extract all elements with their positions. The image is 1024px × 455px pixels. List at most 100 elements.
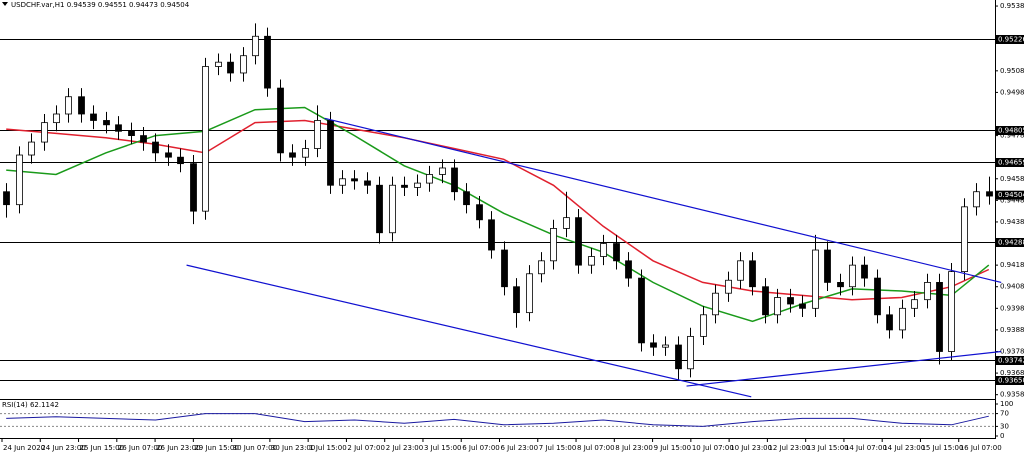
candle-body [849,264,856,288]
candle-body [725,279,732,294]
chart-title: USDCHF.var,H1 0.94539 0.94551 0.94473 0.… [11,1,190,9]
candle-body [948,271,955,352]
candle-body [488,219,495,251]
candle-body [364,180,371,186]
level-label: 0.93742 [998,357,1024,365]
candle-body [787,297,794,305]
candle-body [638,277,645,344]
candle-body [376,184,383,234]
candle-body [165,152,172,158]
candle-body [911,299,918,309]
x-tick-label: 10 Jul 07:00 [692,444,734,452]
x-tick-label: 8 Jul 23:00 [615,444,653,452]
level-label: 0.94288 [998,239,1024,247]
candle-body [227,61,234,74]
x-tick-label: 12 Jul 23:00 [768,444,810,452]
candle-body [28,141,35,156]
trend-line [686,350,1002,387]
x-tick-label: 30 Jun 23:00 [271,444,315,452]
level-label-box [996,238,1024,247]
candle-body [90,113,97,121]
candle-body [314,120,321,149]
menu-triangle [2,2,8,6]
rsi-tick-label: 100 [1000,400,1013,408]
candle-body [414,182,421,188]
rsi-tick-label: 0 [1000,432,1004,440]
level-label: 0.94659 [998,159,1024,167]
candle-body [687,335,694,370]
candle-body [16,154,23,206]
candle-body [563,217,570,229]
candle-body [675,344,682,370]
x-tick-label: 2 Jul 07:00 [347,444,385,452]
level-label-box [996,126,1024,135]
x-tick-label: 3 Jul 15:00 [424,444,462,452]
x-tick-label: 14 Jul 23:00 [883,444,925,452]
candle-body [202,66,209,212]
candle-body [550,228,557,262]
candle-body [986,191,993,197]
x-tick-label: 26 Jun 07:00 [118,444,162,452]
candle-body [289,152,296,158]
x-tick-label: 7 Jul 15:00 [539,444,577,452]
candle-body [824,249,831,283]
candle-body [389,184,396,234]
x-tick-label: 8 Jul 07:00 [577,444,615,452]
x-tick-label: 30 Jun 07:00 [233,444,277,452]
level-label-box [996,158,1024,167]
candle-body [861,264,868,279]
moving-average [6,119,990,301]
candle-body [712,292,719,316]
candle-body [588,256,595,266]
candle-body [526,273,533,314]
candle-body [476,204,483,221]
x-tick-label: 2 Jul 23:00 [386,444,424,452]
candle-body [575,217,582,266]
candle-body [53,113,60,124]
candle-body [924,282,931,301]
x-tick-label: 13 Jul 15:00 [807,444,849,452]
x-tick-label: 29 Jun 15:00 [194,444,238,452]
candle-body [439,167,446,175]
rsi-title: RSI(14) 62.1142 [2,401,59,409]
candle-body [177,156,184,165]
candle-body [140,135,147,143]
candle-body [650,342,657,348]
candle-body [812,249,819,309]
candle-body [451,167,458,193]
candle-body [190,163,197,212]
x-tick-label: 25 Jun 15:00 [80,444,124,452]
candle-body [401,184,408,188]
x-tick-label: 10 Jul 23:00 [730,444,772,452]
moving-average [6,106,990,323]
candle-body [327,120,334,186]
candle-body [78,96,85,115]
candle-body [899,307,906,331]
candle-body [302,148,309,158]
candle-body [799,303,806,309]
candle-body [339,178,346,186]
x-tick-label: 24 Jun 2020 [3,444,45,452]
candle-body [600,243,607,257]
level-label: 0.95226 [998,36,1024,44]
x-tick-label: 16 Jul 07:00 [960,444,1002,452]
current-price-label: 0.94504 [998,191,1024,199]
level-label: 0.94805 [998,127,1024,135]
candle-body [874,277,881,316]
x-tick-label: 6 Jul 07:00 [462,444,500,452]
current-price-box [996,190,1024,200]
candle-body [152,141,159,154]
candle-body [837,282,844,288]
